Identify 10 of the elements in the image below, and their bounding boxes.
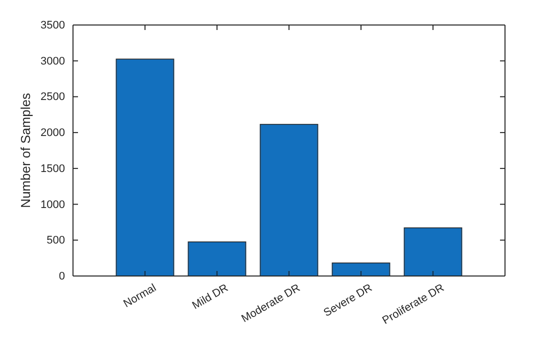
y-tick-label: 3000	[40, 55, 65, 68]
y-tick-label: 500	[46, 234, 65, 247]
y-tick-label: 0	[58, 270, 65, 283]
y-tick-label: 3500	[40, 20, 65, 32]
y-tick-label: 2500	[40, 91, 65, 104]
y-axis-title: Number of Samples	[18, 92, 33, 208]
y-tick-label: 2000	[40, 127, 65, 140]
x-tick-label: Mild DR	[190, 282, 230, 312]
y-tick-label: 1500	[40, 162, 65, 175]
y-tick-label: 1000	[40, 198, 65, 211]
